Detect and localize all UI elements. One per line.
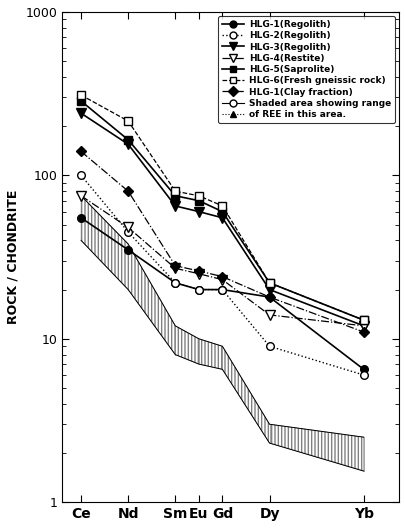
HLG-1(Clay fraction) [196,268,201,274]
HLG-5(Saprolite) [220,209,224,215]
HLG-2(Regolith) [79,172,83,178]
HLG-5(Saprolite) [173,193,177,199]
HLG-2(Regolith) [266,343,271,350]
Line: HLG-4(Restite): HLG-4(Restite) [76,191,368,331]
HLG-3(Regolith) [79,110,83,116]
HLG-5(Saprolite) [79,98,83,104]
HLG-6(Fresh gneissic rock) [360,317,365,323]
HLG-6(Fresh gneissic rock) [126,118,130,124]
HLG-4(Restite) [79,193,83,199]
HLG-1(Clay fraction) [79,148,83,155]
HLG-5(Saprolite) [266,280,271,286]
HLG-1(Regolith) [360,366,365,373]
HLG-1(Regolith) [126,247,130,253]
Line: HLG-1(Clay fraction): HLG-1(Clay fraction) [77,148,367,336]
HLG-1(Regolith) [220,286,224,293]
HLG-1(Clay fraction) [220,274,224,280]
HLG-6(Fresh gneissic rock) [220,203,224,209]
HLG-2(Regolith) [360,372,365,378]
HLG-1(Regolith) [79,214,83,221]
Line: HLG-2(Regolith): HLG-2(Regolith) [77,172,367,379]
HLG-1(Regolith) [266,294,271,300]
HLG-5(Saprolite) [126,137,130,143]
Line: HLG-1(Regolith): HLG-1(Regolith) [77,214,367,373]
HLG-3(Regolith) [360,323,365,329]
HLG-4(Restite) [220,277,224,283]
HLG-6(Fresh gneissic rock) [79,92,83,98]
HLG-1(Clay fraction) [266,294,271,300]
HLG-1(Clay fraction) [360,329,365,335]
HLG-3(Regolith) [266,286,271,293]
HLG-3(Regolith) [126,141,130,147]
Line: HLG-3(Regolith): HLG-3(Regolith) [76,108,368,331]
HLG-2(Regolith) [173,280,177,286]
HLG-6(Fresh gneissic rock) [266,280,271,286]
HLG-3(Regolith) [220,214,224,221]
HLG-4(Restite) [360,323,365,329]
Legend: HLG-1(Regolith), HLG-2(Regolith), HLG-3(Regolith), HLG-4(Restite), HLG-5(Saproli: HLG-1(Regolith), HLG-2(Regolith), HLG-3(… [217,16,394,122]
Line: HLG-6(Fresh gneissic rock): HLG-6(Fresh gneissic rock) [77,91,367,324]
HLG-1(Regolith) [196,286,201,293]
HLG-5(Saprolite) [360,317,365,323]
HLG-2(Regolith) [196,286,201,293]
HLG-3(Regolith) [173,203,177,209]
HLG-6(Fresh gneissic rock) [196,193,201,199]
HLG-2(Regolith) [126,229,130,235]
HLG-4(Restite) [126,224,130,231]
HLG-4(Restite) [266,312,271,318]
HLG-4(Restite) [173,265,177,271]
Y-axis label: ROCK / CHONDRITE: ROCK / CHONDRITE [7,190,20,324]
HLG-4(Restite) [196,270,201,277]
HLG-3(Regolith) [196,209,201,215]
Line: HLG-5(Saprolite): HLG-5(Saprolite) [77,97,367,324]
HLG-1(Regolith) [173,280,177,286]
HLG-1(Clay fraction) [126,188,130,194]
HLG-6(Fresh gneissic rock) [173,188,177,194]
HLG-2(Regolith) [220,286,224,293]
HLG-1(Clay fraction) [173,262,177,269]
HLG-5(Saprolite) [196,197,201,204]
